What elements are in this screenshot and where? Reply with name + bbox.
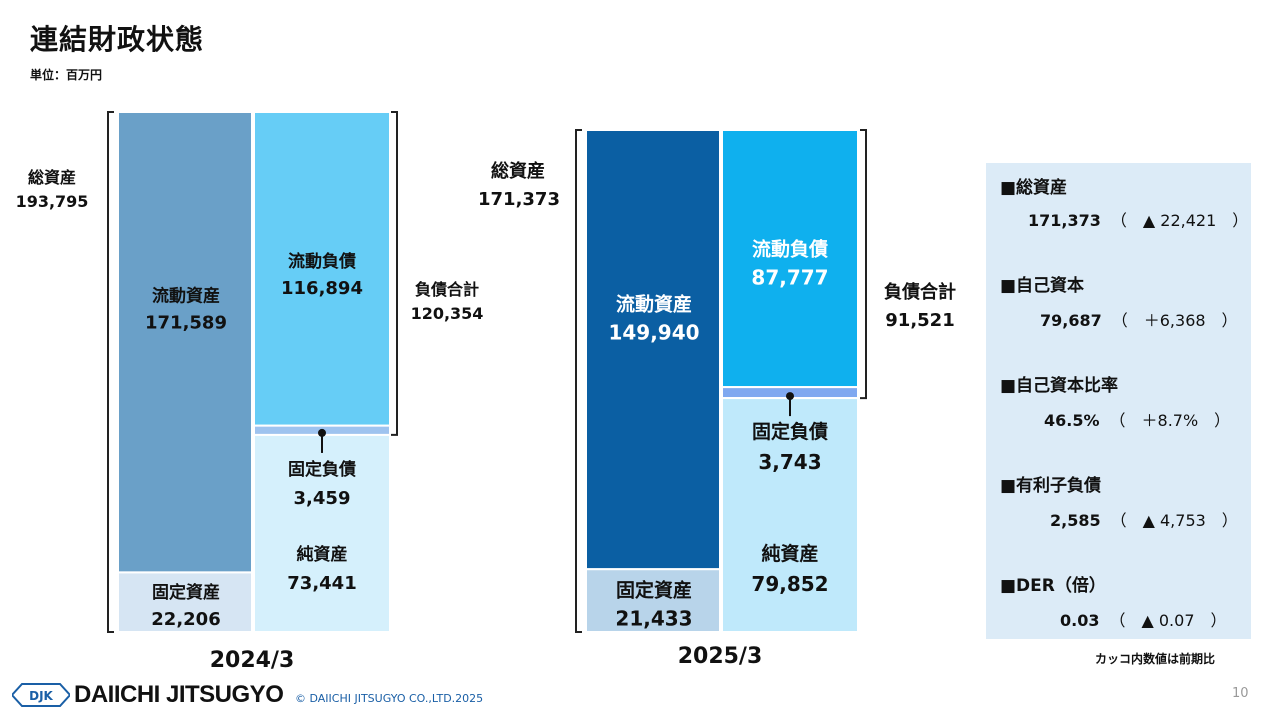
company-logo: DJK DAIICHI JITSUGYO bbox=[12, 680, 302, 710]
logo-text: DAIICHI JITSUGYO bbox=[74, 681, 284, 708]
label-2024-3-asset-1-value: 22,206 bbox=[151, 609, 220, 630]
bar-2025-3-liab-2 bbox=[721, 397, 859, 633]
bar-2024-3-asset-1 bbox=[117, 571, 253, 633]
total-liabilities-2024: 負債合計 120,354 bbox=[402, 278, 492, 326]
label-2025-3-asset-1-value: 21,433 bbox=[615, 607, 692, 631]
balance-sheet-charts: 流動資産 171,589 固定資産 22,206 流動負債 116,894 固定負債 3,45… bbox=[107, 111, 867, 633]
bar-2025-3-liab-0 bbox=[721, 129, 859, 389]
label-2025-3-asset-0-value: 149,940 bbox=[608, 320, 699, 344]
kpi-debt-change: （ ▲ 4,753 ） bbox=[1110, 511, 1238, 530]
label-2025-3-liab-1-name: 固定負債 bbox=[752, 420, 828, 443]
bar-2024-3-asset-0 bbox=[117, 111, 253, 574]
label-2025-3-liab-2-value: 79,852 bbox=[751, 572, 828, 596]
label-2024-3-liab-1-name: 固定負債 bbox=[288, 459, 356, 480]
label-2024-3-liab-2-value: 73,441 bbox=[287, 573, 356, 594]
total-assets-2025-label: 総資産 bbox=[491, 161, 545, 182]
kpi-der-value: 0.03 bbox=[1060, 611, 1100, 630]
total-liabilities-2024-label: 負債合計 bbox=[414, 280, 479, 299]
kpi-equity-ratio-change: （ ＋8.7% ） bbox=[1109, 411, 1231, 430]
year-label-2024: 2024/3 bbox=[209, 648, 295, 673]
total-assets-2024: 総資産 193,795 bbox=[12, 166, 92, 214]
page-number: 10 bbox=[1232, 686, 1249, 701]
label-2025-3-liab-0-name: 流動負債 bbox=[752, 238, 828, 261]
kpi-equity-ratio-value: 46.5% bbox=[1044, 411, 1100, 430]
kpi-equity-ratio-row: 46.5% （ ＋8.7% ） bbox=[1044, 407, 1230, 431]
kpi-total-assets-row: 171,373 （ ▲ 22,421 ） bbox=[1028, 207, 1248, 231]
total-liabilities-2024-value: 120,354 bbox=[410, 304, 484, 323]
label-2025-3-asset-0-name: 流動資産 bbox=[616, 292, 692, 315]
total-assets-2024-value: 193,795 bbox=[15, 192, 89, 211]
label-2025-3-liab-2-name: 純資産 bbox=[761, 542, 818, 565]
label-2025-3-liab-0-value: 87,777 bbox=[751, 266, 828, 290]
label-2024-3-liab-0-name: 流動負債 bbox=[288, 251, 356, 272]
kpi-der-change: （ ▲ 0.07 ） bbox=[1109, 611, 1227, 630]
kpi-equity-name: ■自己資本 bbox=[1000, 276, 1085, 296]
label-2024-3-liab-1-value: 3,459 bbox=[294, 488, 351, 509]
bracket-total-liabilities-2024-3 bbox=[391, 111, 398, 436]
year-label-2025: 2025/3 bbox=[677, 644, 763, 669]
kpi-panel: ■総資産 171,373 （ ▲ 22,421 ） ■自己資本 79,687 （ ＋… bbox=[986, 163, 1251, 639]
total-assets-2025: 総資産 171,373 bbox=[478, 158, 560, 214]
bar-2025-3-asset-0 bbox=[585, 129, 721, 571]
unit-label: 単位：百万円 bbox=[30, 68, 103, 82]
total-liabilities-2025: 負債合計 91,521 bbox=[872, 279, 968, 335]
label-2025-3-liab-1-value: 3,743 bbox=[758, 450, 821, 474]
kpi-debt-name: ■有利子負債 bbox=[1000, 476, 1102, 496]
kpi-debt-row: 2,585 （ ▲ 4,753 ） bbox=[1050, 507, 1238, 531]
total-assets-2024-label: 総資産 bbox=[27, 168, 76, 187]
bracket-total-assets-2025-3 bbox=[575, 129, 582, 633]
label-2025-3-asset-1-name: 固定資産 bbox=[616, 579, 692, 602]
bar-2025-3-asset-1 bbox=[585, 568, 721, 633]
bar-2024-3-liab-2 bbox=[253, 433, 391, 633]
page-title: 連結財政状態 bbox=[30, 23, 205, 56]
label-2024-3-asset-0-value: 171,589 bbox=[145, 312, 227, 333]
kpi-equity-ratio-name: ■自己資本比率 bbox=[1000, 376, 1119, 396]
kpi-total-assets-change: （ ▲ 22,421 ） bbox=[1110, 211, 1249, 230]
kpi-equity-change: （ ＋6,368 ） bbox=[1111, 311, 1238, 330]
kpi-der-row: 0.03 （ ▲ 0.07 ） bbox=[1060, 607, 1227, 631]
footnote: カッコ内数値は前期比 bbox=[1095, 652, 1216, 666]
bracket-total-liabilities-2025-3 bbox=[860, 129, 867, 400]
label-2024-3-liab-2-name: 純資産 bbox=[297, 544, 348, 565]
copyright: © DAIICHI JITSUGYO CO.,LTD.2025 bbox=[295, 692, 484, 705]
total-liabilities-2025-value: 91,521 bbox=[885, 310, 955, 331]
kpi-total-assets-name: ■総資産 bbox=[1000, 178, 1068, 198]
total-liabilities-2025-label: 負債合計 bbox=[884, 282, 956, 303]
djk-logo-icon: DJK bbox=[12, 683, 70, 707]
bar-2024-3-liab-0 bbox=[253, 111, 391, 427]
label-2024-3-asset-1-name: 固定資産 bbox=[152, 582, 220, 603]
kpi-equity-row: 79,687 （ ＋6,368 ） bbox=[1040, 307, 1238, 331]
label-2024-3-asset-0-name: 流動資産 bbox=[152, 285, 220, 306]
kpi-debt-value: 2,585 bbox=[1050, 511, 1101, 530]
label-2024-3-liab-0-value: 116,894 bbox=[281, 278, 363, 299]
kpi-total-assets-value: 171,373 bbox=[1028, 211, 1101, 230]
bracket-total-assets-2024-3 bbox=[107, 111, 114, 633]
total-assets-2025-value: 171,373 bbox=[478, 189, 560, 210]
kpi-equity-value: 79,687 bbox=[1040, 311, 1102, 330]
logo-mark-text: DJK bbox=[29, 689, 53, 703]
kpi-der-name: ■DER（倍） bbox=[1000, 576, 1106, 596]
